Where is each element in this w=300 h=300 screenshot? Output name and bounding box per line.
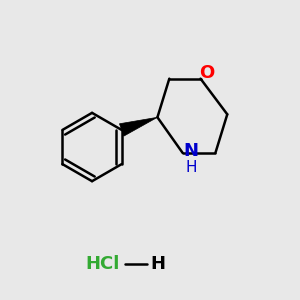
Text: O: O: [200, 64, 215, 82]
Text: H: H: [185, 160, 197, 175]
Text: H: H: [150, 255, 165, 273]
Polygon shape: [119, 117, 158, 136]
Text: N: N: [184, 142, 199, 160]
Text: HCl: HCl: [85, 255, 120, 273]
